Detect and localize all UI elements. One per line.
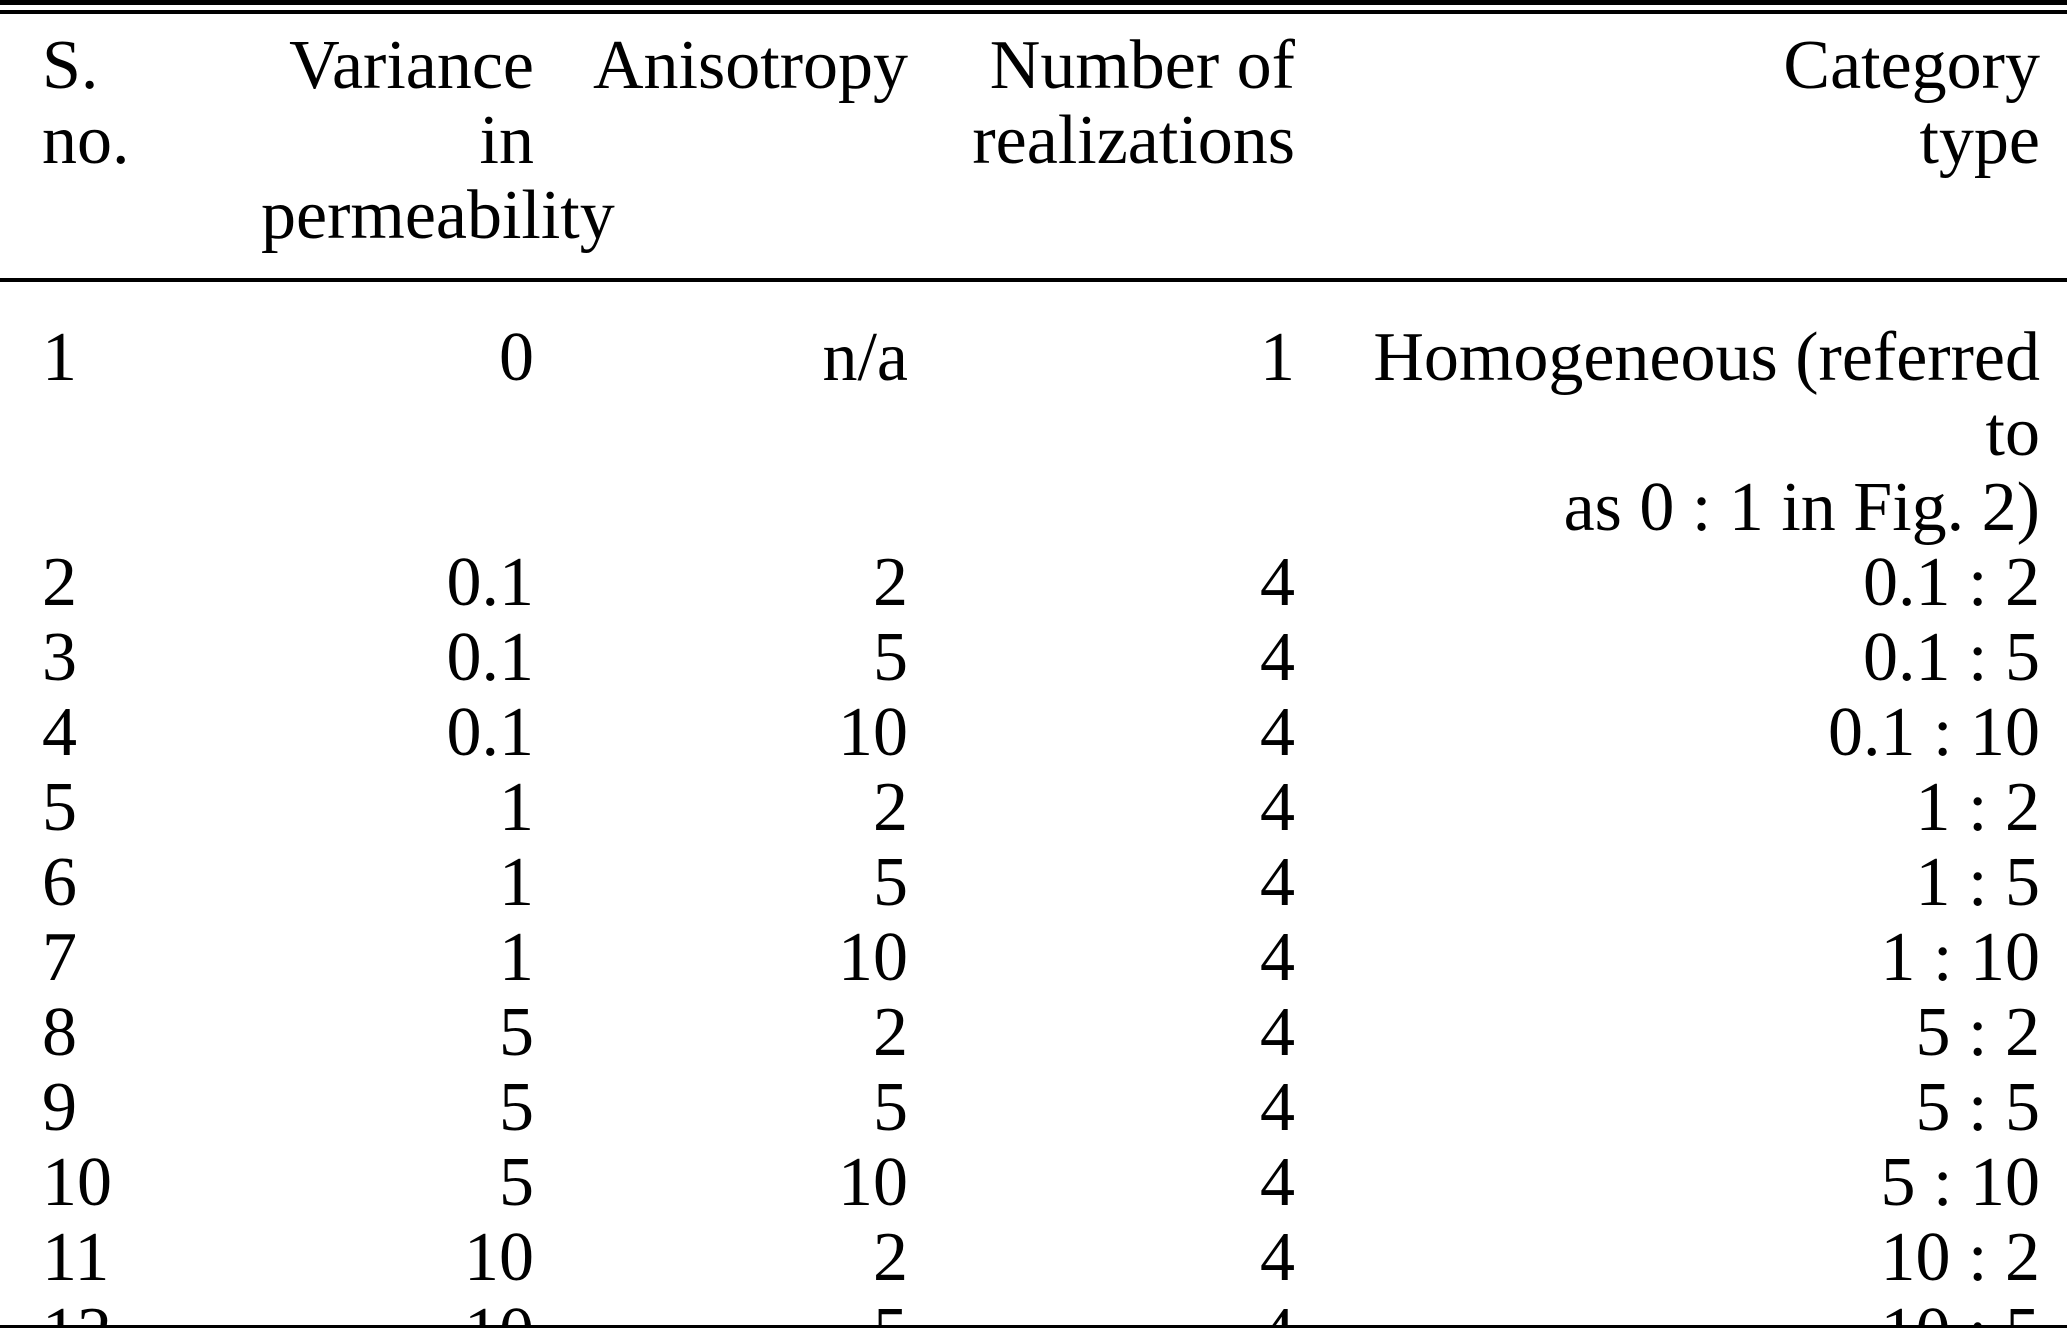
- cell-s-no: 8: [42, 994, 77, 1071]
- cell-variance: 0: [499, 319, 534, 396]
- cell-realizations: 4: [1260, 619, 1295, 696]
- cell-category: 5 : 10: [1880, 1144, 2040, 1221]
- cell-anisotropy: 2: [873, 769, 908, 846]
- cell-anisotropy: 2: [873, 544, 908, 621]
- cell-anisotropy: 10: [838, 694, 908, 771]
- simulation-cases-table: S. no. Variance in permeability Anisotro…: [0, 10, 2067, 1328]
- table-row: 3 0.1 5 4 0.1 : 5: [0, 620, 2067, 695]
- cell-variance: 1: [499, 769, 534, 846]
- cell-realizations: 4: [1260, 694, 1295, 771]
- col-header-realizations: Number of realizations: [910, 12, 1302, 282]
- table-row: 6 1 5 4 1 : 5: [0, 845, 2067, 920]
- cell-category: 0.1 : 2: [1863, 544, 2040, 621]
- cell-s-no: 2: [42, 544, 77, 621]
- cell-category: 1 : 5: [1915, 844, 2040, 921]
- cell-anisotropy: 2: [873, 994, 908, 1071]
- cell-category: 0.1 : 10: [1828, 694, 2040, 771]
- cell-variance: 1: [499, 844, 534, 921]
- cell-category: Homogeneous (referred to as 0 : 1 in Fig…: [1373, 319, 2040, 546]
- cell-category: 0.1 : 5: [1863, 619, 2040, 696]
- cell-s-no: 6: [42, 844, 77, 921]
- table-row: 12 10 5 4 10 : 5: [0, 1295, 2067, 1328]
- cell-realizations: 4: [1260, 1144, 1295, 1221]
- cell-realizations: 4: [1260, 544, 1295, 621]
- col-header-category: Category type: [1302, 12, 2067, 282]
- cell-realizations: 4: [1260, 769, 1295, 846]
- table-row: 7 1 10 4 1 : 10: [0, 920, 2067, 995]
- cell-s-no: 10: [42, 1144, 112, 1221]
- cell-category: 10 : 2: [1880, 1219, 2040, 1296]
- cell-category: 1 : 10: [1880, 919, 2040, 996]
- cell-realizations: 4: [1260, 1219, 1295, 1296]
- cell-variance: 5: [499, 1144, 534, 1221]
- table-row: 10 5 10 4 5 : 10: [0, 1145, 2067, 1220]
- table-row: 2 0.1 2 4 0.1 : 2: [0, 545, 2067, 620]
- cell-realizations: 1: [1260, 319, 1295, 396]
- cell-variance: 0.1: [446, 619, 535, 696]
- cell-s-no: 9: [42, 1069, 77, 1146]
- cell-s-no: 4: [42, 694, 77, 771]
- cell-variance: 1: [499, 919, 534, 996]
- cell-anisotropy: n/a: [822, 319, 908, 396]
- table-row: 1 0 n/a 1 Homogeneous (referred to as 0 …: [0, 280, 2067, 545]
- cell-s-no: 7: [42, 919, 77, 996]
- cell-s-no: 1: [42, 319, 77, 396]
- cell-realizations: 4: [1260, 1069, 1295, 1146]
- table-row: 9 5 5 4 5 : 5: [0, 1070, 2067, 1145]
- cell-realizations: 4: [910, 1295, 1302, 1328]
- cell-realizations: 4: [1260, 994, 1295, 1071]
- cell-anisotropy: 5: [873, 1069, 908, 1146]
- cell-variance: 5: [499, 1069, 534, 1146]
- table-row: 4 0.1 10 4 0.1 : 10: [0, 695, 2067, 770]
- cell-s-no: 11: [42, 1219, 110, 1296]
- cell-category: 10 : 5: [1302, 1295, 2067, 1328]
- table-header: S. no. Variance in permeability Anisotro…: [0, 12, 2067, 282]
- col-header-s-no: S. no.: [0, 12, 260, 282]
- table-row: 11 10 2 4 10 : 2: [0, 1220, 2067, 1295]
- table-row: 8 5 2 4 5 : 2: [0, 995, 2067, 1070]
- cell-variance: 5: [499, 994, 534, 1071]
- cell-realizations: 4: [1260, 844, 1295, 921]
- cell-variance: 10: [260, 1295, 540, 1328]
- table-row: 5 1 2 4 1 : 2: [0, 770, 2067, 845]
- cell-variance: 10: [464, 1219, 534, 1296]
- cell-category: 5 : 2: [1915, 994, 2040, 1071]
- cell-category: 5 : 5: [1915, 1069, 2040, 1146]
- header-row: S. no. Variance in permeability Anisotro…: [0, 12, 2067, 282]
- cell-variance: 0.1: [446, 544, 535, 621]
- cell-anisotropy: 2: [873, 1219, 908, 1296]
- cell-s-no: 12: [0, 1295, 260, 1328]
- cell-s-no: 3: [42, 619, 77, 696]
- cell-anisotropy: 10: [838, 919, 908, 996]
- cell-variance: 0.1: [446, 694, 535, 771]
- cell-s-no: 5: [42, 769, 77, 846]
- cell-anisotropy: 5: [873, 619, 908, 696]
- cell-realizations: 4: [1260, 919, 1295, 996]
- cell-anisotropy: 10: [838, 1144, 908, 1221]
- cell-anisotropy: 5: [873, 844, 908, 921]
- cell-category: 1 : 2: [1915, 769, 2040, 846]
- col-header-variance: Variance in permeability: [260, 12, 615, 282]
- table-body: 1 0 n/a 1 Homogeneous (referred to as 0 …: [0, 280, 2067, 1328]
- cell-anisotropy: 5: [540, 1295, 910, 1328]
- col-header-anisotropy: Anisotropy: [540, 12, 910, 282]
